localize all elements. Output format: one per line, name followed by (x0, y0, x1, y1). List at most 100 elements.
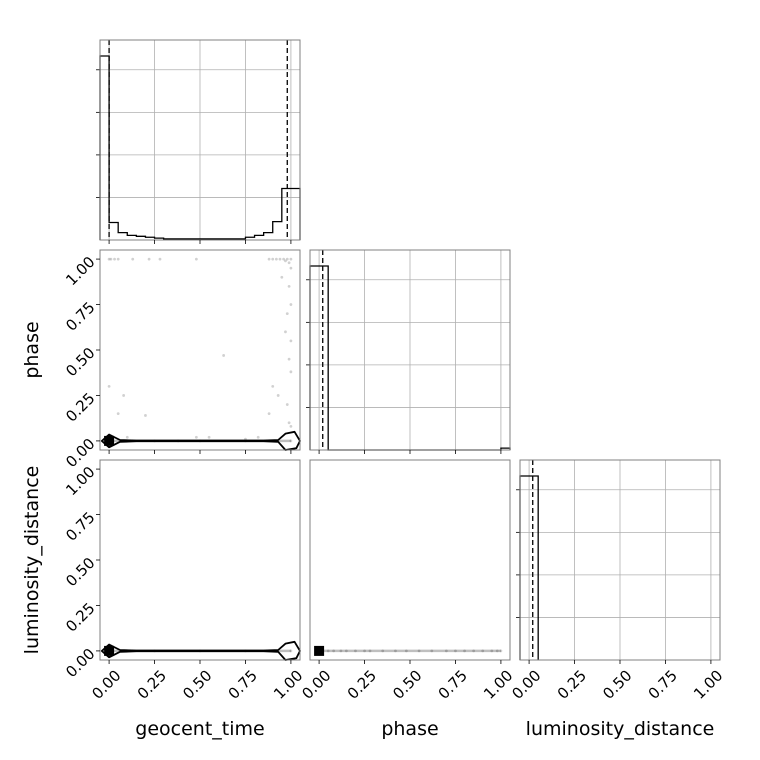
panel-background (100, 460, 300, 660)
scatter-point (472, 649, 476, 653)
histogram-luminosity_distance (516, 459, 721, 661)
scatter-point (287, 261, 291, 265)
x-tick-label: 0.50 (179, 666, 215, 702)
scatter-point (289, 424, 293, 428)
scatter-panel-geocent_time-luminosity_distance (99, 459, 301, 661)
scatter-point (289, 257, 293, 261)
scatter-point (344, 649, 348, 653)
scatter-point (326, 649, 330, 653)
scatter-point (381, 649, 385, 653)
x-tick-label: 0.50 (599, 666, 635, 702)
x-axis-label: geocent_time (135, 718, 264, 740)
scatter-point (481, 649, 485, 653)
scatter-point (332, 649, 336, 653)
y-axis-label: luminosity_distance (21, 466, 43, 655)
y-tick-label: 1.00 (62, 253, 98, 289)
scatter-point (289, 649, 293, 653)
y-tick-label: 1.00 (62, 463, 98, 499)
scatter-point (354, 649, 357, 653)
scatter-point (271, 384, 275, 388)
scatter-panel-phase-luminosity_distance (309, 459, 511, 661)
scatter-point (394, 649, 397, 653)
scatter-point (194, 257, 198, 261)
scatter-point (107, 384, 111, 388)
scatter-point (107, 257, 111, 261)
scatter-point (267, 412, 271, 416)
histogram-geocent_time (96, 39, 301, 241)
scatter-point (122, 394, 126, 397)
scatter-point (463, 649, 466, 653)
x-tick-label: 0.75 (645, 666, 681, 702)
y-tick-label: 0.25 (62, 389, 98, 425)
scatter-point (284, 330, 287, 334)
scatter-point (222, 354, 226, 357)
scatter-point (289, 303, 293, 306)
histogram-bars (99, 55, 301, 240)
y-tick-label: 0.75 (62, 508, 98, 544)
y-tick-label: 0.00 (62, 435, 98, 471)
scatter-point (404, 649, 408, 653)
x-tick-label: 1.00 (270, 666, 306, 702)
scatter-point (285, 403, 289, 406)
scatter-point (158, 257, 162, 261)
histogram-phase (306, 249, 511, 451)
scatter-point (289, 370, 293, 374)
scatter-point (271, 257, 275, 261)
scatter-point (282, 257, 286, 261)
scatter-point (131, 257, 135, 261)
scatter-point (125, 435, 129, 439)
x-tick-label: 0.25 (344, 666, 380, 702)
scatter-point (287, 357, 291, 361)
y-tick-label: 0.50 (62, 344, 98, 380)
y-tick-label: 0.50 (62, 554, 98, 590)
x-tick-label: 0.50 (389, 666, 425, 702)
y-tick-label: 0.00 (62, 645, 98, 681)
panel-background (100, 250, 300, 450)
scatter-point (113, 257, 116, 261)
scatter-point (274, 257, 278, 261)
scatter-point (109, 257, 113, 261)
x-axis-label: luminosity_distance (526, 718, 715, 740)
scatter-point (256, 435, 260, 439)
x-tick-label: 0.25 (134, 666, 170, 702)
scatter-panel-geocent_time-phase (99, 249, 301, 451)
scatter-point (147, 257, 151, 261)
x-axis-label: phase (381, 718, 438, 740)
scatter-point (368, 649, 372, 653)
scatter-point (490, 649, 494, 653)
scatter-point (194, 435, 198, 439)
median-marker (104, 435, 115, 446)
x-tick-label: 1.00 (690, 666, 726, 702)
scatter-point (363, 649, 366, 653)
scatter-point (278, 257, 282, 261)
scatter-point (276, 394, 280, 397)
scatter-point (116, 412, 120, 416)
scatter-point (444, 649, 448, 653)
x-tick-label: 0.00 (298, 666, 334, 702)
scatter-point (430, 649, 434, 653)
scatter-point (339, 649, 343, 653)
scatter-point (287, 421, 291, 425)
scatter-point (287, 284, 291, 288)
x-tick-label: 0.25 (554, 666, 590, 702)
scatter-point (144, 414, 147, 417)
median-marker (314, 645, 325, 656)
x-tick-label: 0.75 (225, 666, 261, 702)
scatter-point (417, 649, 421, 653)
scatter-point (289, 266, 293, 270)
scatter-point (284, 259, 287, 263)
scatter-point (285, 257, 289, 261)
panel-background (310, 460, 510, 660)
scatter-point (454, 649, 457, 653)
scatter-point (289, 339, 293, 343)
y-tick-label: 0.25 (62, 599, 98, 635)
x-tick-label: 0.00 (508, 666, 544, 702)
scatter-point (285, 312, 289, 316)
scatter-point (280, 275, 284, 279)
x-tick-label: 0.75 (435, 666, 471, 702)
scatter-point (267, 257, 271, 261)
median-marker (104, 645, 115, 656)
scatter-point (207, 435, 211, 439)
scatter-point (289, 439, 293, 443)
scatter-point (116, 257, 120, 261)
